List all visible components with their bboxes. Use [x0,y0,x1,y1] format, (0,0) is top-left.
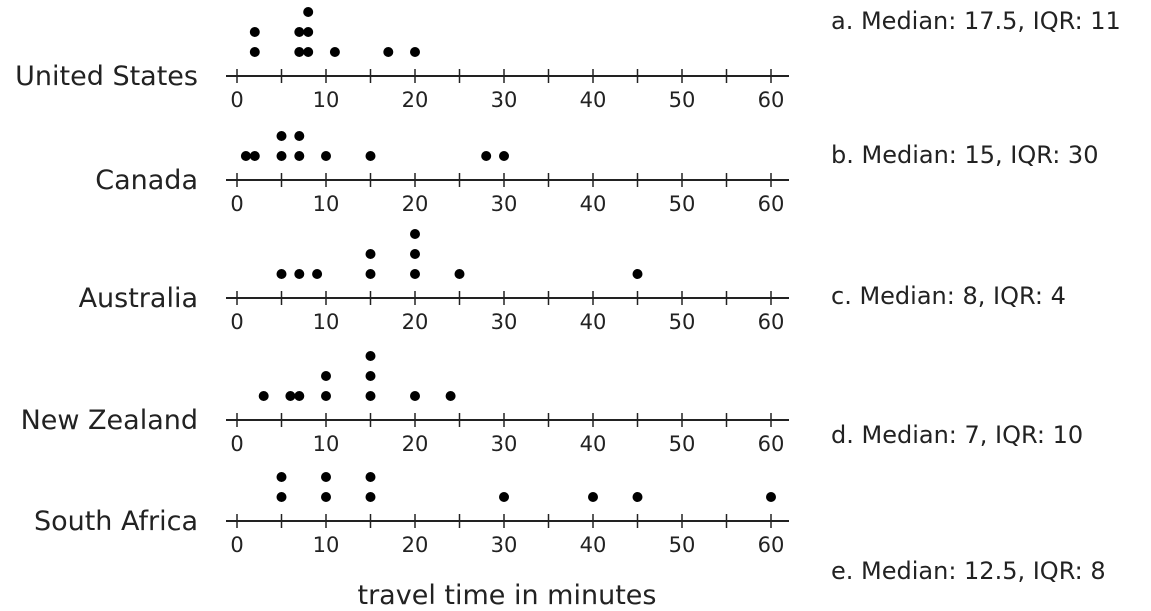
row-label-australia: Australia [79,283,198,314]
data-dot [276,472,287,482]
data-dot [454,269,465,279]
data-dot [321,371,331,381]
data-dot [294,391,305,401]
data-dot [240,151,251,161]
tick-label: 20 [402,432,429,456]
data-dot [249,151,260,161]
tick-label: 30 [491,310,518,334]
data-dot [321,151,331,161]
tick-label: 20 [402,192,429,216]
data-dot [588,492,598,502]
tick-label: 60 [758,533,785,557]
data-dot [481,151,492,161]
tick-label: 60 [758,310,785,334]
data-dot [632,492,643,502]
tick-label: 30 [491,192,518,216]
data-dot [410,249,420,259]
data-dot [276,492,287,502]
tick-label: 40 [580,432,607,456]
data-dot [410,229,420,239]
data-dot [294,151,305,161]
answer-option-a: a. Median: 17.5, IQR: 11 [831,7,1121,35]
answer-option-c: c. Median: 8, IQR: 4 [831,282,1066,310]
tick-label: 20 [402,533,429,557]
tick-label: 50 [669,533,696,557]
data-dot [365,492,376,502]
row-label-canada: Canada [95,165,198,196]
data-dot [276,151,287,161]
data-dot [365,472,376,482]
tick-label: 20 [402,310,429,334]
answer-option-b: b. Median: 15, IQR: 30 [831,141,1099,169]
data-dot [499,492,509,502]
data-dot [365,151,376,161]
tick-label: 60 [758,192,785,216]
tick-label: 50 [669,192,696,216]
tick-label: 10 [313,432,340,456]
data-dot [410,47,420,57]
data-dot [632,269,643,279]
tick-label: 40 [580,88,607,112]
tick-label: 30 [491,88,518,112]
data-dot [294,27,305,37]
tick-label: 50 [669,310,696,334]
data-dot [329,47,340,57]
row-label-south-africa: South Africa [34,506,198,537]
tick-label: 30 [491,533,518,557]
data-dot [303,27,314,37]
data-dot [410,391,420,401]
data-dot [365,391,376,401]
data-dot [312,269,323,279]
data-dot [365,269,376,279]
data-dot [294,131,305,141]
data-dot [365,249,376,259]
data-dot [321,472,331,482]
row-label-united-states: United States [15,61,198,92]
tick-label: 10 [313,88,340,112]
tick-label: 20 [402,88,429,112]
tick-label: 0 [230,533,243,557]
data-dot [766,492,776,502]
row-label-new-zealand: New Zealand [21,405,198,436]
tick-label: 60 [758,88,785,112]
data-dot [321,492,331,502]
data-dot [294,269,305,279]
data-dot [321,391,331,401]
data-dot [258,391,269,401]
tick-label: 50 [669,432,696,456]
data-dot [294,47,305,57]
tick-label: 0 [230,310,243,334]
data-dot [445,391,456,401]
answer-option-d: d. Median: 7, IQR: 10 [831,421,1084,449]
tick-label: 10 [313,533,340,557]
x-axis-title: travel time in minutes [358,580,657,611]
data-dot [303,47,314,57]
data-dot [383,47,394,57]
tick-label: 50 [669,88,696,112]
tick-label: 0 [230,88,243,112]
data-dot [365,351,376,361]
tick-label: 40 [580,192,607,216]
data-dot [365,371,376,381]
tick-label: 10 [313,192,340,216]
tick-label: 40 [580,533,607,557]
tick-label: 60 [758,432,785,456]
data-dot [410,269,420,279]
data-dot [249,47,260,57]
data-dot [499,151,509,161]
data-dot [276,131,287,141]
tick-label: 0 [230,432,243,456]
data-dot [285,391,296,401]
tick-label: 40 [580,310,607,334]
data-dot [249,27,260,37]
tick-label: 10 [313,310,340,334]
tick-label: 30 [491,432,518,456]
data-dot [303,7,314,17]
answer-option-e: e. Median: 12.5, IQR: 8 [831,557,1106,585]
data-dot [276,269,287,279]
tick-label: 0 [230,192,243,216]
